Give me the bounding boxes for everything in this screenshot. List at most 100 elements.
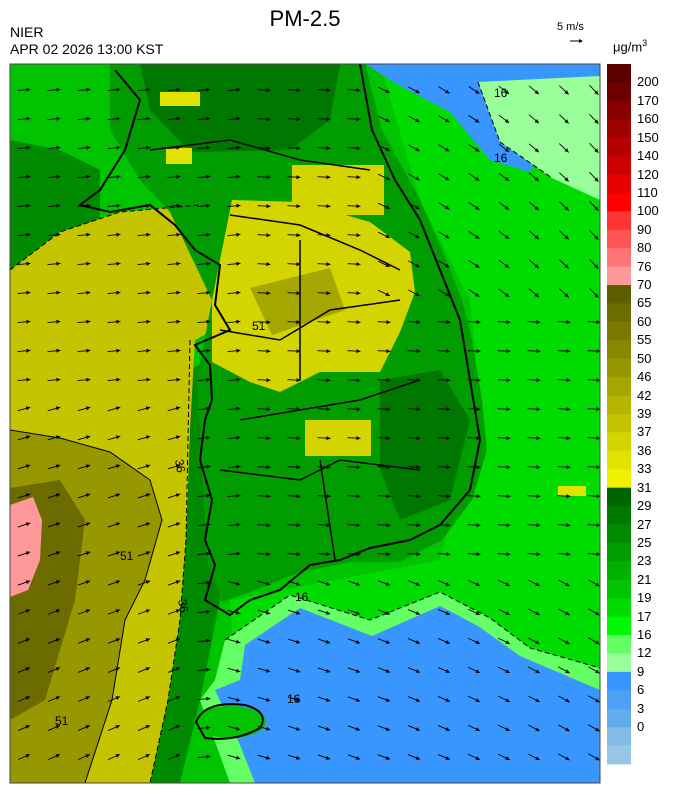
wind-arrow bbox=[347, 754, 361, 760]
wind-arrow bbox=[77, 667, 91, 673]
wind-arrow bbox=[347, 175, 361, 180]
wind-arrow bbox=[47, 116, 61, 121]
wind-arrow bbox=[317, 175, 331, 180]
colorbar-label: 55 bbox=[637, 332, 652, 348]
colorbar-label: 23 bbox=[637, 553, 652, 569]
wind-arrow bbox=[589, 84, 599, 96]
wind-arrow bbox=[167, 609, 181, 615]
wind-arrow bbox=[227, 551, 241, 556]
wind-arrow bbox=[408, 289, 420, 297]
wind-arrow bbox=[77, 725, 91, 731]
wind-arrow bbox=[557, 407, 571, 412]
colorbar-label: 36 bbox=[637, 442, 652, 458]
wind-arrow bbox=[347, 378, 361, 383]
colorbar-segment bbox=[607, 598, 631, 618]
wind-arrow bbox=[377, 173, 391, 181]
wind-arrow bbox=[227, 493, 241, 498]
wind-arrow bbox=[468, 114, 480, 124]
wind-arrow bbox=[107, 493, 121, 499]
wind-arrow bbox=[407, 320, 421, 325]
wind-arrow bbox=[407, 436, 421, 441]
wind-arrow bbox=[137, 174, 151, 179]
wind-arrow bbox=[287, 494, 301, 499]
wind-arrow bbox=[17, 551, 31, 557]
wind-arrow bbox=[167, 406, 181, 412]
wind-arrow bbox=[377, 609, 391, 615]
wind-arrow bbox=[527, 407, 541, 412]
forecast-timestamp: APR 02 2026 13:00 KST bbox=[10, 41, 164, 57]
wind-arrow bbox=[257, 465, 271, 470]
wind-arrow bbox=[227, 174, 241, 179]
wind-arrow bbox=[467, 579, 481, 587]
contour-label: 51 bbox=[55, 714, 69, 728]
wind-arrow bbox=[167, 725, 181, 731]
wind-arrow bbox=[257, 88, 271, 93]
wind-arrow bbox=[558, 288, 570, 298]
wind-arrow bbox=[527, 552, 541, 557]
colorbar-segment bbox=[607, 100, 631, 120]
wind-arrow bbox=[257, 667, 271, 673]
wind-arrow bbox=[407, 523, 421, 528]
wind-arrow bbox=[227, 290, 241, 295]
wind-arrow bbox=[137, 319, 151, 324]
wind-arrow bbox=[587, 436, 600, 441]
wind-arrow bbox=[227, 377, 241, 382]
wind-arrow bbox=[437, 407, 451, 412]
wind-arrow bbox=[167, 522, 181, 528]
wind-arrow bbox=[587, 349, 600, 354]
wind-arrow bbox=[377, 115, 391, 123]
wind-arrow bbox=[287, 667, 301, 673]
wind-arrow bbox=[497, 349, 511, 354]
wind-arrow bbox=[167, 551, 181, 557]
wind-arrow bbox=[377, 523, 391, 528]
wind-arrow bbox=[17, 232, 31, 237]
wind-arrow bbox=[287, 436, 301, 441]
wind-arrow bbox=[197, 406, 211, 411]
wind-arrow bbox=[317, 465, 331, 470]
wind-arrow bbox=[167, 753, 181, 761]
wind-arrow bbox=[558, 143, 570, 153]
wind-arrow bbox=[167, 145, 181, 150]
wind-arrow bbox=[558, 85, 570, 95]
wind-arrow bbox=[257, 262, 271, 267]
wind-arrow bbox=[137, 348, 151, 353]
colorbar-segment bbox=[607, 469, 631, 489]
colorbar-segment bbox=[607, 653, 631, 673]
wind-arrow bbox=[107, 203, 121, 208]
colorbar-label: 150 bbox=[637, 129, 659, 145]
wind-arrow bbox=[588, 695, 600, 703]
wind-arrow bbox=[437, 695, 451, 703]
wind-arrow bbox=[317, 320, 331, 325]
wind-arrow bbox=[467, 407, 481, 412]
wind-arrow bbox=[137, 203, 151, 208]
wind-arrow bbox=[528, 114, 540, 124]
wind-arrow bbox=[77, 493, 91, 499]
wind-arrow bbox=[77, 116, 91, 121]
wind-arrow bbox=[137, 290, 151, 295]
colorbar-segment bbox=[607, 414, 631, 433]
wind-arrow bbox=[527, 436, 541, 441]
wind-arrow bbox=[167, 319, 181, 324]
wind-arrow bbox=[528, 201, 540, 211]
wind-arrow bbox=[47, 667, 61, 673]
wind-arrow bbox=[377, 202, 391, 210]
wind-arrow bbox=[437, 523, 451, 528]
wind-arrow bbox=[377, 465, 391, 470]
wind-arrow bbox=[438, 115, 450, 123]
wind-arrow bbox=[197, 580, 211, 585]
small-yellow-patch bbox=[166, 148, 192, 164]
wind-arrow bbox=[377, 580, 391, 586]
wind-arrow bbox=[558, 608, 570, 616]
wind-arrow bbox=[257, 320, 271, 325]
wind-arrow bbox=[438, 173, 450, 181]
wind-arrow bbox=[587, 378, 600, 383]
colorbar-label: 3 bbox=[637, 700, 645, 716]
unit-exponent: 3 bbox=[642, 38, 648, 48]
wind-arrow bbox=[497, 666, 511, 674]
wind-arrow bbox=[197, 522, 211, 527]
wind-arrow bbox=[528, 637, 540, 645]
wind-arrow bbox=[317, 580, 331, 586]
wind-arrow bbox=[197, 609, 211, 614]
map-title: PM-2.5 bbox=[269, 6, 341, 31]
wind-arrow bbox=[77, 145, 91, 150]
